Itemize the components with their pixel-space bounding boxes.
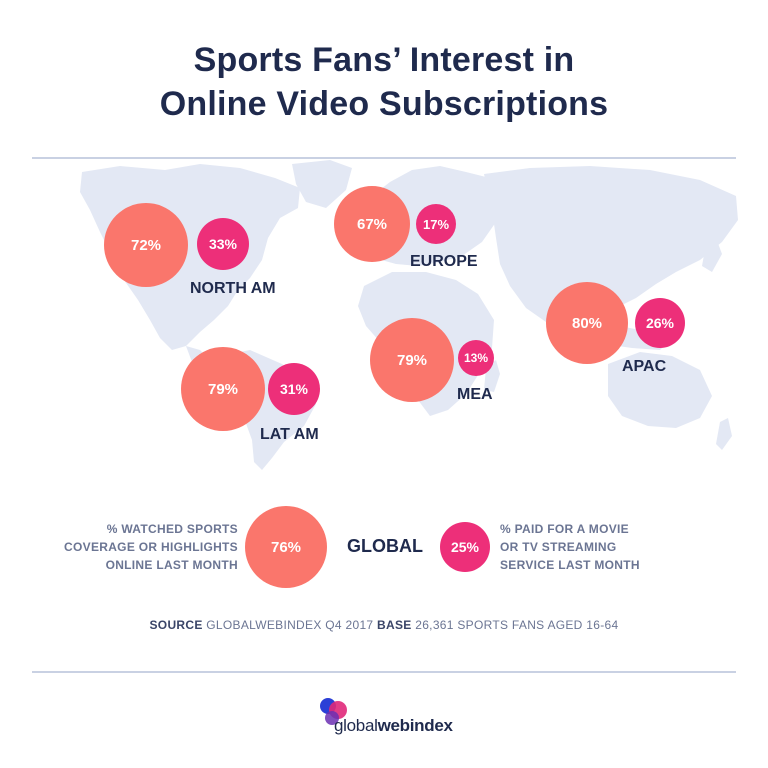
europe-watched-value: 67% bbox=[356, 215, 388, 233]
legend-watched-text: % WATCHED SPORTS COVERAGE OR HIGHLIGHTS … bbox=[60, 520, 238, 574]
global-watched-bubble: 76% bbox=[245, 506, 327, 588]
global-paid-value: 25% bbox=[450, 539, 480, 555]
source-text: GLOBALWEBINDEX Q4 2017 bbox=[206, 618, 374, 632]
apac-paid-value: 26% bbox=[645, 315, 675, 331]
global-watched-value: 76% bbox=[270, 538, 302, 556]
logo-text-global: global bbox=[334, 716, 378, 735]
island-japan bbox=[702, 238, 722, 272]
europe-watched-bubble: 67% bbox=[334, 186, 410, 262]
logo-mark-icon bbox=[320, 698, 347, 725]
page-title: Sports Fans’ Interest in Online Video Su… bbox=[0, 38, 768, 126]
north-am-paid-bubble: 33% bbox=[197, 218, 249, 270]
north-am-watched-bubble: 72% bbox=[104, 203, 188, 287]
legend-watched-line-3: ONLINE LAST MONTH bbox=[105, 558, 238, 572]
north-am-watched-value: 72% bbox=[130, 236, 162, 254]
island-greenland bbox=[292, 160, 352, 208]
europe-paid-value: 17% bbox=[422, 216, 450, 232]
mea-paid-value: 13% bbox=[463, 351, 489, 365]
europe-label: EUROPE bbox=[410, 253, 478, 270]
logo-wordmark: globalwebindex bbox=[334, 716, 453, 736]
continent-australia bbox=[608, 352, 712, 428]
title-line-2: Online Video Subscriptions bbox=[159, 85, 609, 123]
source-label: SOURCE bbox=[149, 618, 203, 632]
mea-label: MEA bbox=[457, 386, 493, 403]
north-am-label: NORTH AM bbox=[190, 280, 276, 297]
apac-label: APAC bbox=[622, 358, 667, 375]
apac-paid-bubble: 26% bbox=[635, 298, 685, 348]
lat-am-watched-bubble: 79% bbox=[181, 347, 265, 431]
legend-paid-text: % PAID FOR A MOVIE OR TV STREAMING SERVI… bbox=[500, 520, 700, 574]
mea-paid-bubble: 13% bbox=[458, 340, 494, 376]
legend-watched-line-1: % WATCHED SPORTS bbox=[106, 522, 238, 536]
lat-am-paid-bubble: 31% bbox=[268, 363, 320, 415]
north-am-paid-value: 33% bbox=[208, 236, 238, 252]
mea-watched-bubble: 79% bbox=[370, 318, 454, 402]
globalwebindex-logo: globalwebindex bbox=[318, 696, 458, 746]
legend-paid-line-1: % PAID FOR A MOVIE bbox=[500, 522, 629, 536]
top-divider bbox=[32, 157, 736, 159]
apac-watched-bubble: 80% bbox=[546, 282, 628, 364]
base-text: 26,361 SPORTS FANS AGED 16-64 bbox=[415, 618, 619, 632]
global-label: GLOBAL bbox=[347, 536, 423, 556]
source-note: SOURCE GLOBALWEBINDEX Q4 2017 BASE 26,36… bbox=[0, 618, 768, 632]
lat-am-watched-value: 79% bbox=[207, 380, 239, 398]
apac-watched-value: 80% bbox=[571, 314, 603, 332]
lat-am-paid-value: 31% bbox=[279, 381, 309, 397]
bottom-divider bbox=[32, 671, 736, 673]
legend-paid-line-3: SERVICE LAST MONTH bbox=[500, 558, 640, 572]
legend-watched-line-2: COVERAGE OR HIGHLIGHTS bbox=[64, 540, 238, 554]
mea-watched-value: 79% bbox=[396, 351, 428, 369]
legend-paid-line-2: OR TV STREAMING bbox=[500, 540, 617, 554]
island-new-zealand bbox=[716, 418, 732, 450]
continent-asia bbox=[484, 166, 738, 328]
global-paid-bubble: 25% bbox=[440, 522, 490, 572]
lat-am-label: LAT AM bbox=[260, 426, 319, 443]
europe-paid-bubble: 17% bbox=[416, 204, 456, 244]
base-label: BASE bbox=[377, 618, 412, 632]
title-line-1: Sports Fans’ Interest in bbox=[193, 41, 575, 79]
logo-text-webindex: webindex bbox=[377, 716, 453, 735]
